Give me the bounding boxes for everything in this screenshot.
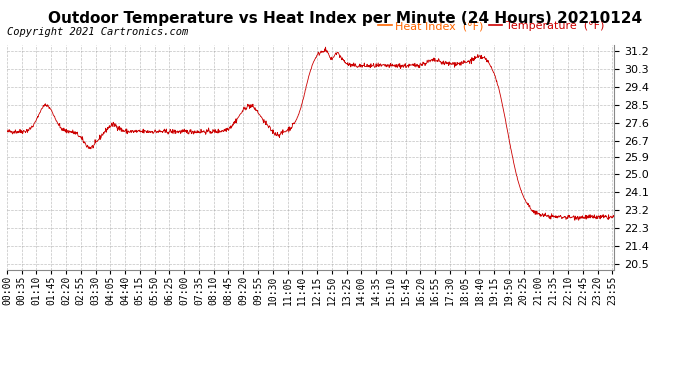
Text: Copyright 2021 Cartronics.com: Copyright 2021 Cartronics.com (7, 27, 188, 37)
Legend: Heat Index  (°F), Temperature  (°F): Heat Index (°F), Temperature (°F) (374, 17, 609, 36)
Text: Outdoor Temperature vs Heat Index per Minute (24 Hours) 20210124: Outdoor Temperature vs Heat Index per Mi… (48, 11, 642, 26)
